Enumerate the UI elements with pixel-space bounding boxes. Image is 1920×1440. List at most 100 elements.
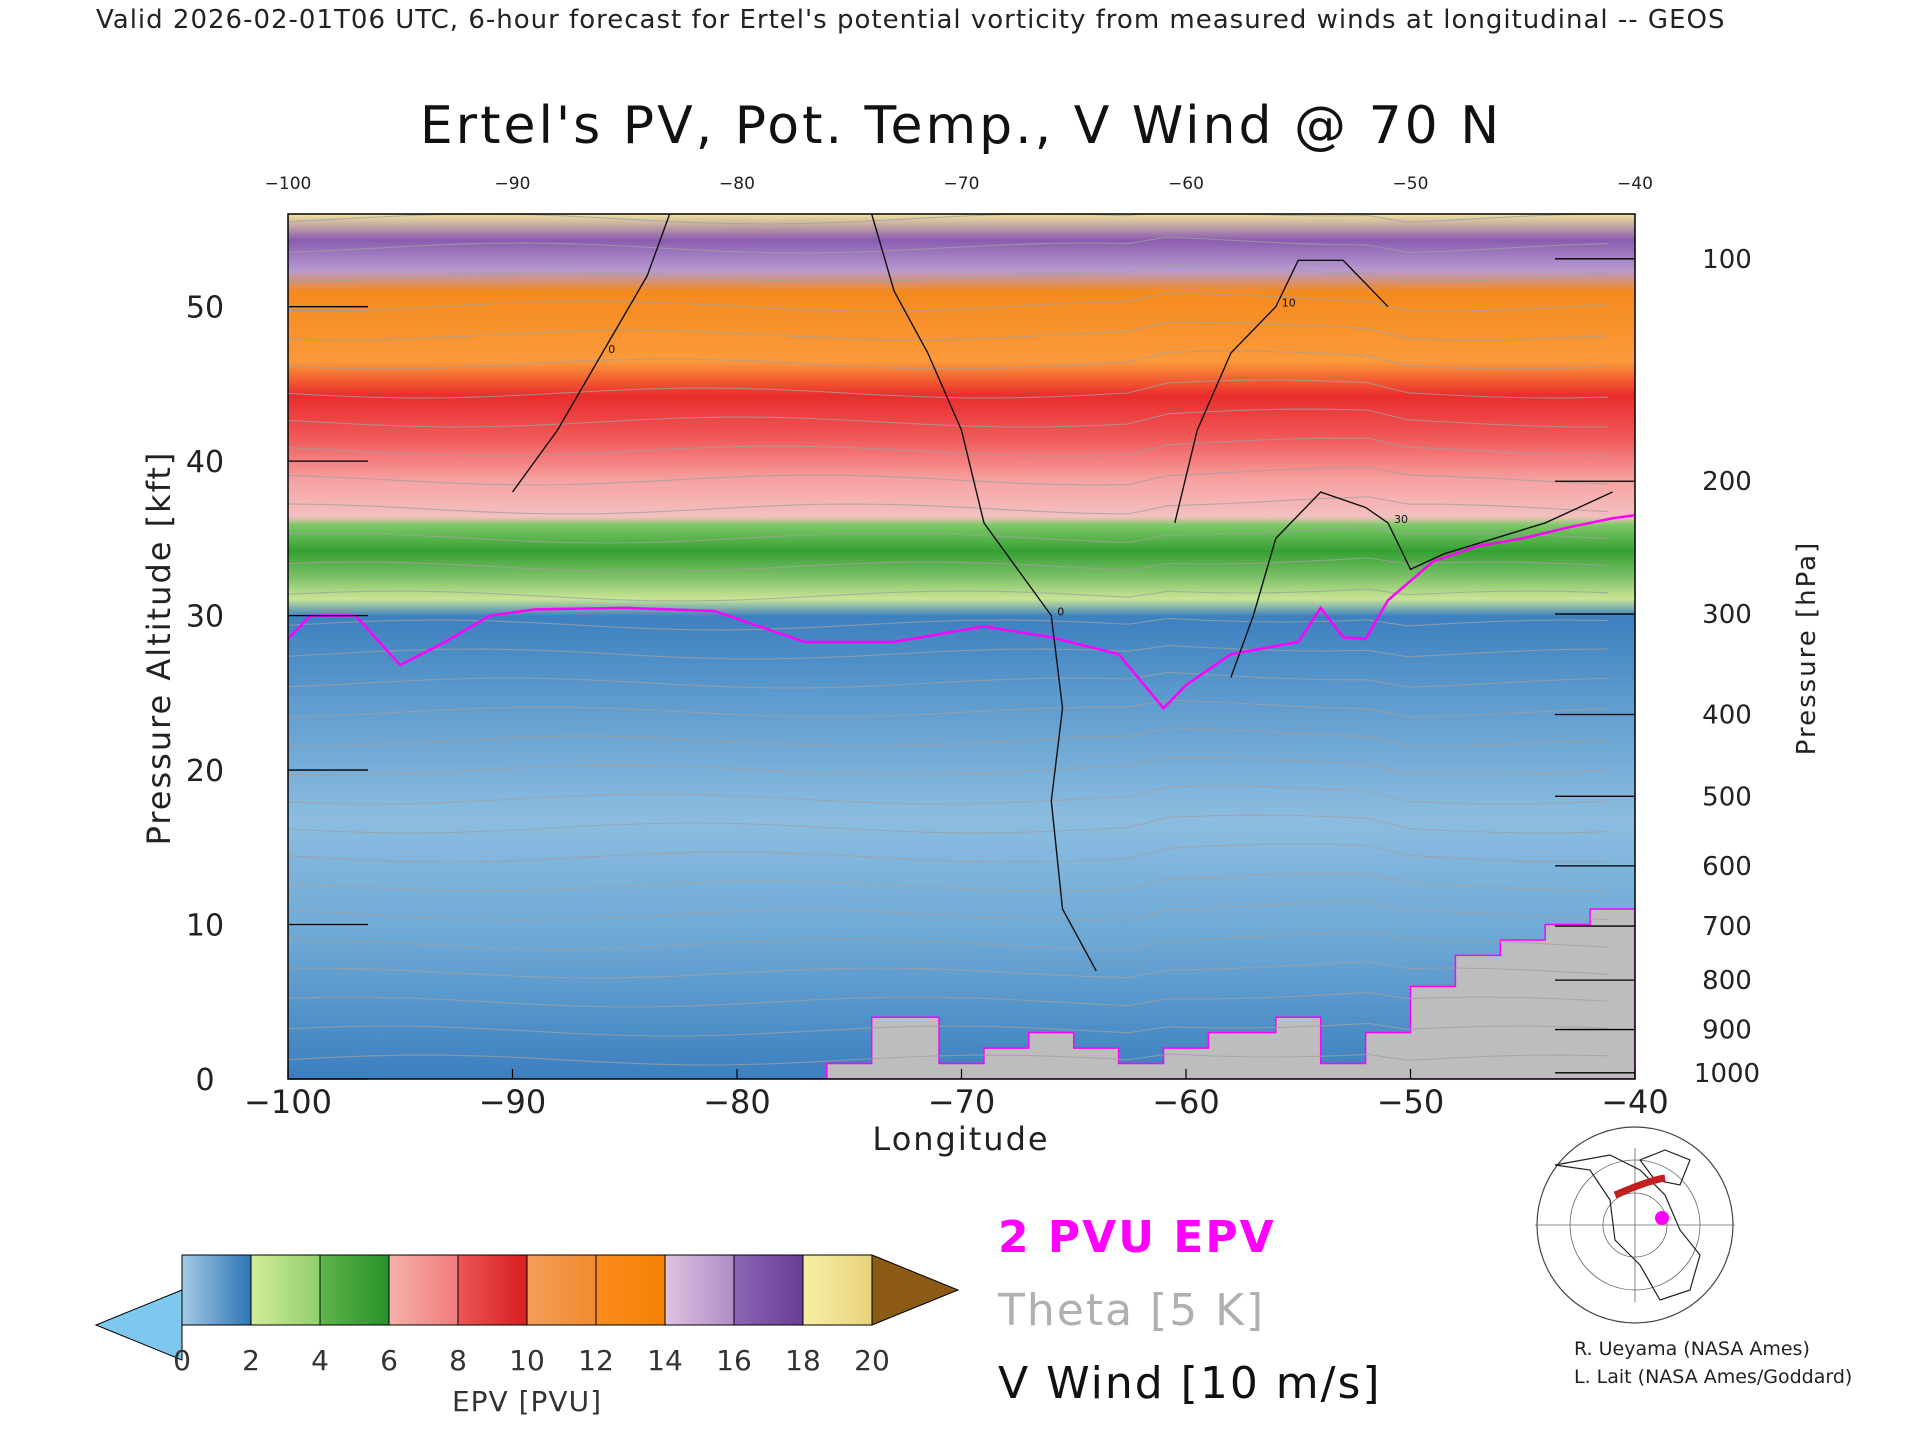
theta-isentrope [288, 408, 1609, 428]
pressure-tick-label: 700 [1702, 912, 1752, 942]
theta-isentrope [288, 236, 1609, 254]
colorbar-tick-label: 16 [716, 1344, 752, 1377]
theta-isentrope [288, 588, 1609, 602]
colorbar-segment [319, 1254, 390, 1326]
colorbar-segment [457, 1254, 528, 1326]
pressure-tick-label: 800 [1702, 966, 1752, 996]
v-wind-contour [871, 214, 1097, 972]
plot-area: 0 0 10 30 [288, 214, 1635, 1079]
pressure-axis-label: Pressure [hPa] [1792, 541, 1822, 756]
colorbar-segment [595, 1254, 666, 1326]
pressure-tick-label: 200 [1702, 467, 1752, 497]
y-tick-label: 0 [195, 1063, 214, 1098]
colorbar: 0 2 4 6 8 10 12 14 16 18 20 EPV [PVU] [94, 1254, 960, 1418]
x-tick-label: −40 [1601, 1083, 1669, 1121]
v-wind-contour-label: 0 [1057, 606, 1064, 619]
colorbar-segment [802, 1254, 873, 1326]
pressure-tick-label: 100 [1702, 245, 1752, 275]
theta-isentrope [288, 1053, 1609, 1066]
colorbar-segment [526, 1254, 597, 1326]
colorbar-tick-label: 2 [242, 1344, 260, 1377]
pressure-tick-label: 900 [1702, 1016, 1752, 1046]
top-tick-label: −90 [495, 174, 531, 194]
colorbar-segment [664, 1254, 735, 1326]
theta-isentrope [288, 1022, 1609, 1037]
top-axis: −100 −90 −80 −70 −60 −50 −40 [265, 174, 1653, 194]
theta-isentrope [288, 961, 1609, 979]
v-wind-contour [1174, 259, 1389, 524]
theta-isentrope [288, 264, 1609, 283]
top-tick-label: −80 [719, 174, 755, 194]
colorbar-tick-label: 8 [449, 1344, 467, 1377]
x-tick-label: −70 [928, 1083, 996, 1121]
x-tick-label: −80 [703, 1083, 771, 1121]
y-tick-label: 20 [186, 754, 224, 789]
theta-isentrope [288, 872, 1609, 892]
tropopause-2pvu-line [288, 513, 1635, 711]
pressure-tick-label: 600 [1702, 852, 1752, 882]
x-axis: −100 −90 −80 −70 −60 −50 −40 [244, 1069, 1669, 1121]
pressure-tick-label: 1000 [1694, 1059, 1760, 1089]
pressure-tick-label: 500 [1702, 782, 1752, 812]
colorbar-segment [181, 1254, 252, 1326]
theta-isentrope [288, 557, 1609, 573]
colorbar-tick-label: 18 [785, 1344, 821, 1377]
pressure-axis: 100 200 300 400 500 600 700 800 900 1000 [1555, 245, 1760, 1089]
colorbar-tick-label: 12 [578, 1344, 614, 1377]
colorbar-segment [388, 1254, 459, 1326]
theta-isentrope [288, 671, 1609, 689]
pressure-tick-label: 400 [1702, 700, 1752, 730]
theta-isentrope [288, 496, 1609, 515]
colorbar-tick-label: 10 [509, 1344, 545, 1377]
theta-isentrope [288, 930, 1609, 950]
theta-isentrope [288, 526, 1609, 544]
theta-isentrope [288, 991, 1609, 1008]
theta-isentrope [288, 814, 1609, 834]
y-axis-label: Pressure Altitude [kft] [140, 451, 178, 846]
theta-isentrope [288, 437, 1609, 457]
pressure-tick-label: 300 [1702, 600, 1752, 630]
top-tick-label: −50 [1393, 174, 1429, 194]
theta-isentrope [288, 901, 1609, 921]
top-tick-label: −100 [265, 174, 312, 194]
header-banner: Valid 2026-02-01T06 UTC, 6-hour forecast… [96, 5, 1725, 35]
x-tick-label: −100 [244, 1083, 332, 1121]
x-axis-label: Longitude [872, 1120, 1049, 1158]
legend-theta: Theta [5 K] [997, 1285, 1265, 1336]
colorbar-over-arrow [871, 1254, 960, 1326]
y-tick-label: 40 [186, 445, 224, 480]
credit-line-2: L. Lait (NASA Ames/Goddard) [1574, 1366, 1852, 1388]
v-wind-contour-label: 0 [608, 343, 615, 356]
terrain-mask [804, 908, 1635, 1079]
top-tick-label: −60 [1168, 174, 1204, 194]
chart-title: Ertel's PV, Pot. Temp., V Wind @ 70 N [420, 96, 1502, 156]
theta-isentrope [288, 699, 1609, 718]
theta-isentrope [288, 756, 1609, 776]
credit-line-1: R. Ueyama (NASA Ames) [1574, 1338, 1810, 1360]
colorbar-label: EPV [PVU] [452, 1385, 602, 1418]
colorbar-tick-label: 0 [173, 1344, 191, 1377]
theta-isentrope [288, 644, 1609, 660]
legend-wind: V Wind [10 m/s] [998, 1358, 1382, 1409]
theta-isentrope [288, 727, 1609, 747]
colorbar-tick-label: 4 [311, 1344, 329, 1377]
x-tick-label: −60 [1152, 1083, 1220, 1121]
y-tick-label: 50 [186, 291, 224, 326]
v-wind-contour-label: 10 [1282, 297, 1296, 310]
y-tick-label: 30 [186, 600, 224, 635]
legend: 2 PVU EPV Theta [5 K] V Wind [10 m/s] [997, 1212, 1382, 1409]
theta-isentrope [288, 379, 1609, 399]
colorbar-tick-label: 14 [647, 1344, 683, 1377]
colorbar-tick-label: 20 [854, 1344, 890, 1377]
top-tick-label: −70 [944, 174, 980, 194]
colorbar-segment [733, 1254, 804, 1326]
theta-isentrope [288, 321, 1609, 341]
epv-field [288, 214, 1635, 1079]
theta-isentrope [288, 617, 1609, 631]
colorbar-tick-label: 6 [380, 1344, 398, 1377]
x-tick-label: −90 [479, 1083, 547, 1121]
v-wind-contour-label: 30 [1394, 513, 1408, 526]
top-tick-label: −40 [1617, 174, 1653, 194]
theta-isentrope [288, 843, 1609, 863]
